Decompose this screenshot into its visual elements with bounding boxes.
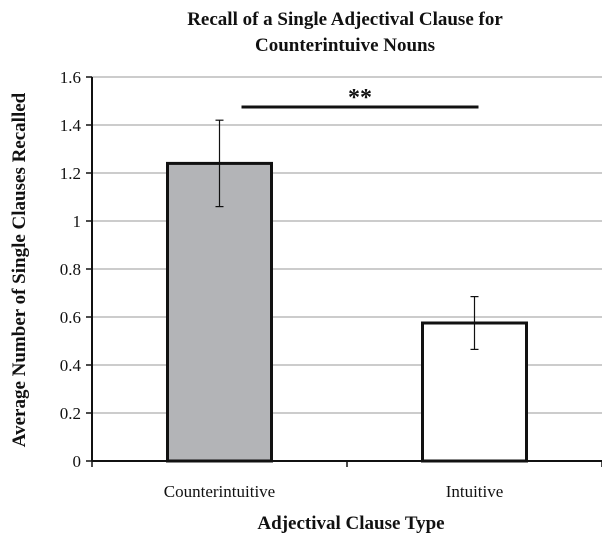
error-bars (215, 119, 479, 350)
chart-title-line-1: Recall of a Single Adjectival Clause for (187, 9, 503, 30)
y-tick-label: 1.4 (60, 116, 82, 135)
y-tick-label: 0.2 (60, 404, 81, 423)
y-tick-label: 0 (73, 452, 82, 471)
x-category-label: Intuitive (446, 482, 504, 501)
y-tick-label: 1.2 (60, 164, 81, 183)
chart-title-line-2: Counterintuive Nouns (255, 35, 435, 56)
y-tick-label: 0.8 (60, 260, 81, 279)
bar (166, 161, 273, 463)
x-category-labels: Counterintuitive Intuitive (164, 482, 504, 501)
y-axis-title: Average Number of Single Clauses Recalle… (9, 92, 30, 447)
significance-label: ** (348, 85, 372, 111)
y-tick-label: 0.4 (60, 356, 82, 375)
x-category-label: Counterintuitive (164, 482, 275, 501)
y-tick-label: 1.6 (60, 68, 81, 87)
bars (166, 161, 528, 463)
axes (91, 77, 602, 467)
y-tick-label: 0.6 (60, 308, 81, 327)
x-axis-title: Adjectival Clause Type (257, 513, 444, 534)
y-tick-labels: 0 0.2 0.4 0.6 0.8 1 1.2 1.4 1.6 (60, 68, 92, 471)
y-tick-label: 1 (73, 212, 82, 231)
